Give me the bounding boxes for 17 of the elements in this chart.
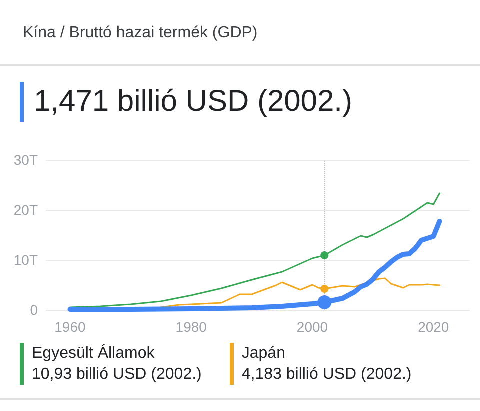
legend-label: Egyesült Államok xyxy=(32,343,155,364)
legend-label: Japán xyxy=(242,344,286,364)
x-tick-label: 2000 xyxy=(296,319,328,335)
point xyxy=(320,252,329,260)
point xyxy=(320,285,329,293)
x-tick-label: 1960 xyxy=(54,319,86,335)
x-tick-label: 2020 xyxy=(418,319,450,335)
x-tick-label: 1980 xyxy=(176,319,208,335)
text: 10,93 billió USD (2002.) xyxy=(32,365,202,385)
y-tick-label: 20T xyxy=(14,202,38,218)
y-tick-label: 0 xyxy=(30,302,38,318)
text: 4,183 billió USD (2002.) xyxy=(242,365,412,385)
y-tick-label: 10T xyxy=(14,252,38,268)
y-tick-label: 30T xyxy=(14,152,38,168)
line-series xyxy=(69,192,440,308)
chart-title: Kína / Bruttó hazai termék (GDP) xyxy=(23,24,258,42)
text: 1,471 billió USD (2002.) xyxy=(34,85,353,119)
